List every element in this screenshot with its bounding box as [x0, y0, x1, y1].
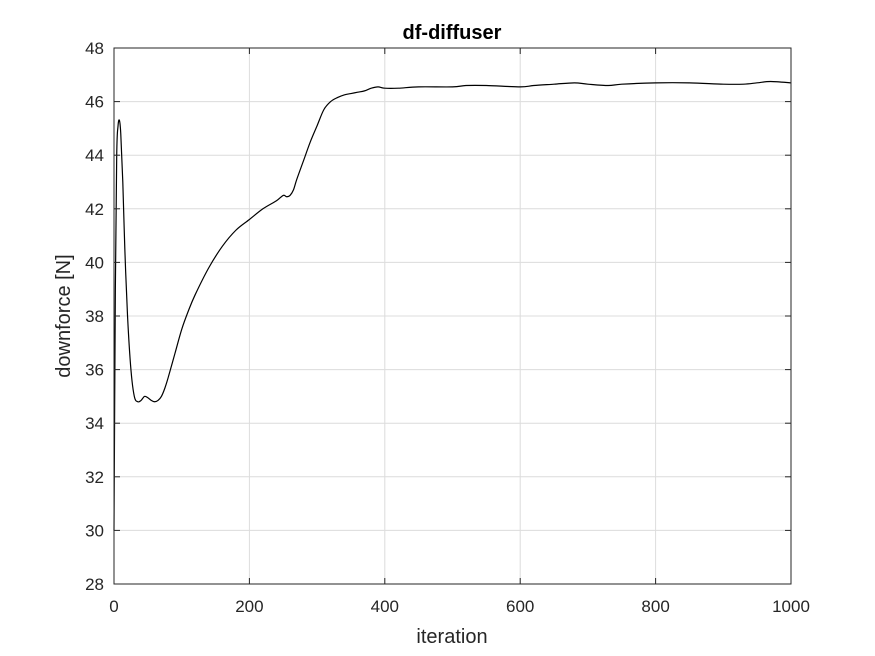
y-tick-label: 48 [85, 39, 104, 58]
y-axis-label: downforce [N] [53, 254, 75, 377]
y-tick-labels: 28 30 32 34 36 38 40 42 44 46 48 [85, 39, 104, 594]
y-tick-label: 40 [85, 253, 104, 272]
x-tick-label: 800 [641, 597, 669, 616]
x-tick-labels: 0 200 400 600 800 1000 [109, 597, 810, 616]
y-tick-label: 34 [85, 414, 104, 433]
y-tick-label: 32 [85, 468, 104, 487]
x-axis-label: iteration [416, 626, 487, 648]
y-tick-label: 44 [85, 146, 104, 165]
chart-title: df-diffuser [403, 22, 502, 44]
y-tick-label: 46 [85, 93, 104, 112]
y-tick-label: 36 [85, 361, 104, 380]
x-tick-label: 0 [109, 597, 118, 616]
tick-marks [113, 47, 792, 585]
x-tick-label: 200 [235, 597, 263, 616]
series-line-0 [113, 80, 792, 531]
y-tick-label: 28 [85, 575, 104, 594]
x-tick-label: 1000 [772, 597, 810, 616]
y-tick-label: 38 [85, 307, 104, 326]
series-layer [113, 80, 792, 531]
y-tick-label: 30 [85, 521, 104, 540]
x-tick-label: 600 [506, 597, 534, 616]
y-tick-label: 42 [85, 200, 104, 219]
x-tick-label: 400 [371, 597, 399, 616]
